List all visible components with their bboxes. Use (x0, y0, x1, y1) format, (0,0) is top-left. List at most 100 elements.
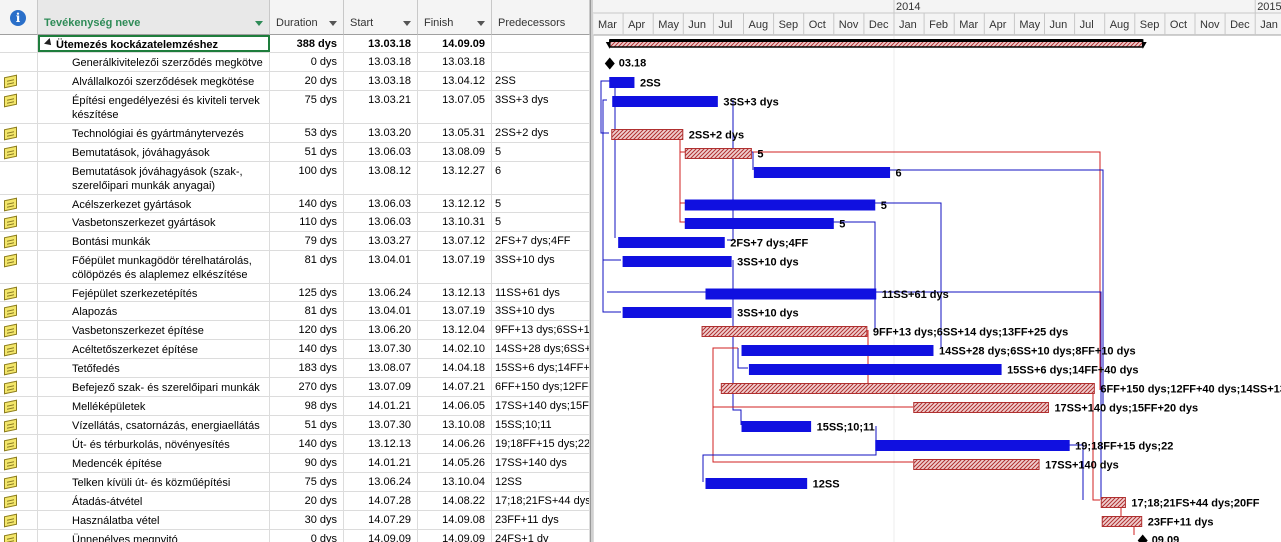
finish-cell[interactable]: 13.10.04 (418, 473, 492, 491)
task-name-cell[interactable]: Út- és térburkolás, növényesítés (38, 435, 270, 453)
chevron-down-icon[interactable] (255, 21, 263, 26)
start-cell[interactable]: 13.06.20 (344, 321, 418, 339)
note-icon[interactable] (4, 513, 17, 528)
task-name-cell[interactable]: Telken kívüli út- és közműépítési munkák (38, 473, 270, 491)
duration-cell[interactable]: 0 dys (270, 530, 344, 542)
predecessors-cell[interactable]: 11SS+61 dys (492, 284, 590, 301)
indicators-header[interactable]: i (0, 0, 38, 35)
start-cell[interactable]: 13.07.30 (344, 416, 418, 434)
table-row[interactable]: Használatba vétel 30 dys 14.07.29 14.09.08 2… (0, 511, 590, 530)
indicator-cell[interactable] (0, 397, 38, 415)
note-icon[interactable] (4, 380, 17, 395)
note-icon[interactable] (4, 215, 17, 230)
start-cell[interactable]: 13.03.18 (344, 72, 418, 90)
finish-cell[interactable]: 13.07.19 (418, 302, 492, 320)
start-cell[interactable]: 13.06.24 (344, 473, 418, 491)
predecessors-cell[interactable]: 5 (492, 143, 590, 161)
table-row[interactable]: Vasbetonszerkezet építése 120 dys 13.06.20… (0, 321, 590, 340)
task-name-cell[interactable]: Vasbetonszerkezet gyártások (38, 213, 270, 231)
chevron-down-icon[interactable] (477, 21, 485, 26)
duration-cell[interactable]: 20 dys (270, 72, 344, 90)
duration-cell[interactable]: 79 dys (270, 232, 344, 250)
indicator-cell[interactable] (0, 340, 38, 358)
finish-cell[interactable]: 14.05.26 (418, 454, 492, 472)
duration-cell[interactable]: 140 dys (270, 195, 344, 212)
task-name-cell[interactable]: Generálkivitelezői szerződés megkötve (38, 53, 270, 71)
finish-cell[interactable]: 13.07.19 (418, 251, 492, 283)
start-cell[interactable]: 13.08.12 (344, 162, 418, 194)
note-icon[interactable] (4, 304, 17, 319)
indicator-cell[interactable] (0, 124, 38, 142)
table-row[interactable]: Átadás-átvétel 20 dys 14.07.28 14.08.22 17;1… (0, 492, 590, 511)
task-name-cell[interactable]: Melléképületek (38, 397, 270, 415)
indicator-cell[interactable] (0, 53, 38, 71)
indicator-cell[interactable] (0, 232, 38, 250)
finish-cell[interactable]: 14.09.08 (418, 511, 492, 529)
duration-cell[interactable]: 30 dys (270, 511, 344, 529)
table-row[interactable]: Bemutatások jóváhagyások (szak-, szerelő… (0, 162, 590, 195)
predecessors-cell[interactable]: 24FS+1 dy (492, 530, 590, 542)
task-name-cell[interactable]: Acélszerkezet gyártások (38, 195, 270, 212)
predecessors-cell[interactable] (492, 53, 590, 71)
predecessors-cell[interactable]: 5 (492, 195, 590, 212)
indicator-cell[interactable] (0, 530, 38, 542)
start-cell[interactable]: 13.06.24 (344, 284, 418, 301)
note-icon[interactable] (4, 286, 17, 301)
indicator-cell[interactable] (0, 91, 38, 123)
note-icon[interactable] (4, 234, 17, 249)
start-cell[interactable]: 13.03.18 (344, 35, 418, 52)
start-cell[interactable]: 13.07.30 (344, 340, 418, 358)
task-name-cell[interactable]: Technológiai és gyártmánytervezés (38, 124, 270, 142)
predecessors-cell[interactable]: 17;18;21FS+44 dys; (492, 492, 590, 510)
note-icon[interactable] (4, 126, 17, 141)
finish-cell[interactable]: 13.07.05 (418, 91, 492, 123)
duration-cell[interactable]: 90 dys (270, 454, 344, 472)
table-row[interactable]: Út- és térburkolás, növényesítés 140 dys 1… (0, 435, 590, 454)
table-row[interactable]: Tetőfedés 183 dys 13.08.07 14.04.18 15SS+6 d… (0, 359, 590, 378)
finish-cell[interactable]: 14.07.21 (418, 378, 492, 396)
indicator-cell[interactable] (0, 435, 38, 453)
duration-cell[interactable]: 140 dys (270, 435, 344, 453)
table-row[interactable]: Befejező szak- és szerelőipari munkák 270… (0, 378, 590, 397)
duration-cell[interactable]: 100 dys (270, 162, 344, 194)
task-name-cell[interactable]: Vízellátás, csatornázás, energiaellátás (38, 416, 270, 434)
task-name-cell[interactable]: Bemutatások jóváhagyások (szak-, szerelő… (38, 162, 270, 194)
predecessors-cell[interactable]: 6FF+150 dys;12FF+ (492, 378, 590, 396)
predecessors-cell[interactable]: 12SS (492, 473, 590, 491)
duration-cell[interactable]: 81 dys (270, 251, 344, 283)
start-cell[interactable]: 14.01.21 (344, 397, 418, 415)
table-row[interactable]: Technológiai és gyártmánytervezés 53 dys 1… (0, 124, 590, 143)
finish-cell[interactable]: 13.10.08 (418, 416, 492, 434)
finish-cell[interactable]: 13.12.27 (418, 162, 492, 194)
summary-row[interactable]: Ütemezés kockázatelemzéshez 388 dys 13.03.… (0, 35, 590, 53)
task-name-cell[interactable]: Vasbetonszerkezet építése (38, 321, 270, 339)
table-row[interactable]: Fejépület szerkezetépítés 125 dys 13.06.24… (0, 284, 590, 302)
indicator-cell[interactable] (0, 213, 38, 231)
task-name-cell[interactable]: Ünnepélyes megnyitó (38, 530, 270, 542)
start-cell[interactable]: 14.09.09 (344, 530, 418, 542)
finish-cell[interactable]: 13.12.12 (418, 195, 492, 212)
table-row[interactable]: Telken kívüli út- és közműépítési munkák… (0, 473, 590, 492)
predecessors-cell[interactable]: 3SS+10 dys (492, 251, 590, 283)
note-icon[interactable] (4, 456, 17, 471)
finish-cell[interactable]: 14.08.22 (418, 492, 492, 510)
finish-cell[interactable]: 13.07.12 (418, 232, 492, 250)
task-name-cell[interactable]: Fejépület szerkezetépítés (38, 284, 270, 301)
view-splitter[interactable] (590, 0, 594, 542)
table-row[interactable]: Melléképületek 98 dys 14.01.21 14.06.05 17SS… (0, 397, 590, 416)
task-name-cell[interactable]: Ütemezés kockázatelemzéshez (38, 35, 270, 52)
finish-cell[interactable]: 13.08.09 (418, 143, 492, 161)
predecessors-cell[interactable]: 2SS (492, 72, 590, 90)
duration-cell[interactable]: 75 dys (270, 91, 344, 123)
table-row[interactable]: Bemutatások, jóváhagyások 51 dys 13.06.03 1… (0, 143, 590, 162)
indicator-cell[interactable] (0, 511, 38, 529)
finish-cell[interactable]: 13.05.31 (418, 124, 492, 142)
indicator-cell[interactable] (0, 492, 38, 510)
column-header-predecessors[interactable]: Predecessors (492, 0, 590, 35)
start-cell[interactable]: 13.07.09 (344, 378, 418, 396)
note-icon[interactable] (4, 74, 17, 89)
table-row[interactable]: Acéltetőszerkezet építése 140 dys 13.07.30… (0, 340, 590, 359)
predecessors-cell[interactable]: 19;18FF+15 dys;22 (492, 435, 590, 453)
indicator-cell[interactable] (0, 72, 38, 90)
indicator-cell[interactable] (0, 454, 38, 472)
